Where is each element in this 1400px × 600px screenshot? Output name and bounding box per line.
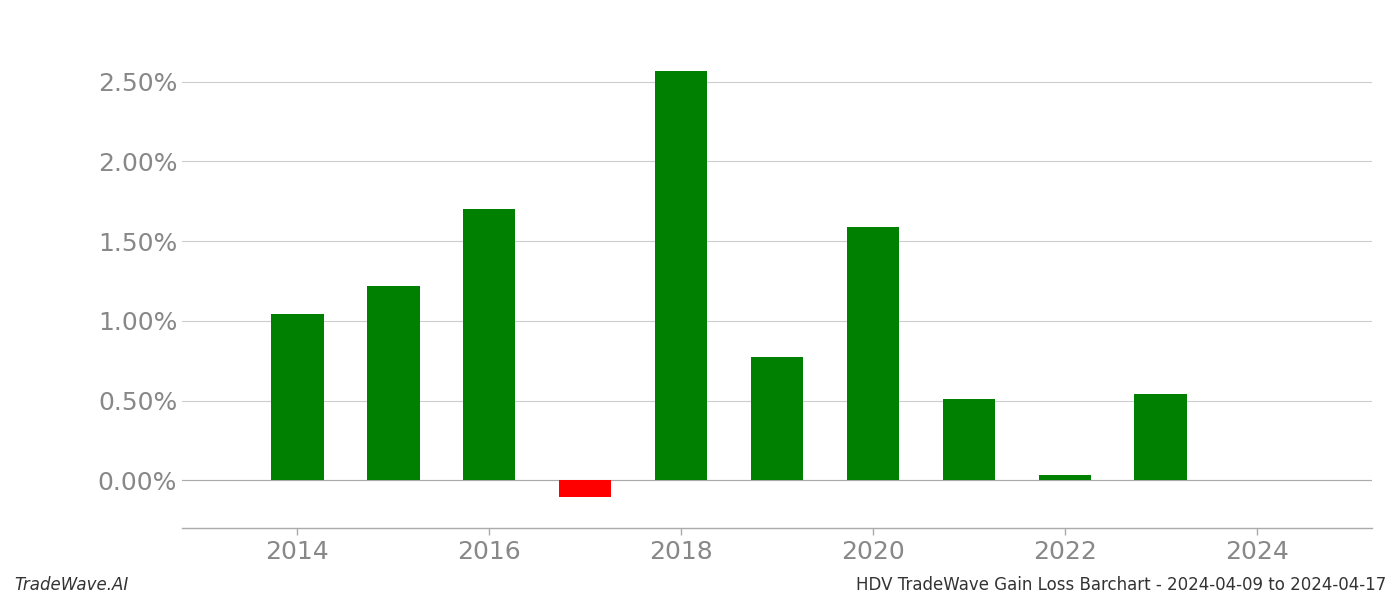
- Bar: [367, 286, 420, 480]
- Bar: [750, 358, 804, 480]
- Bar: [847, 227, 899, 480]
- Bar: [1039, 475, 1091, 480]
- Bar: [463, 209, 515, 480]
- Bar: [270, 314, 323, 480]
- Bar: [942, 399, 995, 480]
- Bar: [559, 480, 612, 497]
- Bar: [1134, 394, 1187, 480]
- Text: TradeWave.AI: TradeWave.AI: [14, 576, 129, 594]
- Bar: [655, 71, 707, 480]
- Text: HDV TradeWave Gain Loss Barchart - 2024-04-09 to 2024-04-17: HDV TradeWave Gain Loss Barchart - 2024-…: [855, 576, 1386, 594]
